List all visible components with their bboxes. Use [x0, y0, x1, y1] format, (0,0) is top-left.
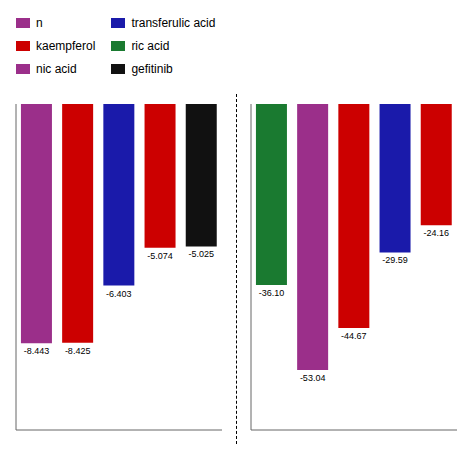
html-text:ric acid: ric acid — [131, 39, 170, 53]
html-text:gefitinib: gefitinib — [131, 62, 173, 77]
svg-text:-6.403: -6.403 — [106, 289, 132, 299]
html-text:transferulic acid: transferulic acid — [131, 15, 216, 30]
html-text:nic acid: nic acid — [36, 62, 77, 77]
svg-text:-8.443: -8.443 — [24, 346, 50, 356]
svg-text:-24.16: -24.16 — [423, 228, 449, 238]
svg-text:-5.025: -5.025 — [188, 249, 214, 259]
svg-text:-29.59: -29.59 — [382, 255, 408, 265]
svg-text:-36.10: -36.10 — [259, 288, 285, 298]
svg-text:-8.425: -8.425 — [65, 346, 91, 356]
html-text:n: n — [36, 15, 43, 30]
svg-text:-44.67: -44.67 — [341, 331, 367, 341]
svg-text:-5.074: -5.074 — [147, 251, 173, 261]
svg-text:-53.04: -53.04 — [300, 373, 326, 383]
html-text:kaempferol: kaempferol — [36, 39, 96, 53]
